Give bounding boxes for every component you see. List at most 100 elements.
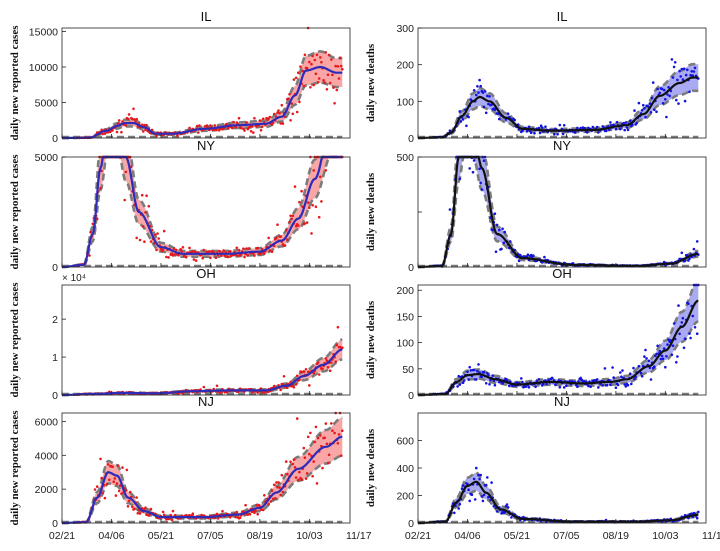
- data-point: [335, 343, 339, 347]
- data-point: [259, 508, 263, 512]
- data-point: [214, 256, 218, 260]
- y-axis-label: daily new reported cases: [9, 25, 21, 141]
- data-point: [289, 380, 292, 384]
- data-point: [330, 58, 333, 61]
- data-point: [526, 253, 530, 256]
- data-point: [513, 118, 516, 122]
- data-point: [539, 124, 543, 127]
- data-point: [335, 88, 339, 92]
- data-point: [475, 93, 478, 97]
- data-point: [286, 386, 289, 390]
- y-tick-label: 10000: [29, 62, 58, 74]
- data-point: [597, 131, 600, 134]
- data-point: [580, 378, 584, 382]
- data-point: [124, 170, 128, 174]
- x-tick-label: 10/03: [296, 530, 322, 542]
- data-point: [597, 386, 600, 389]
- data-point: [306, 201, 310, 204]
- data-point: [553, 132, 556, 136]
- data-point: [294, 476, 298, 479]
- data-point: [653, 365, 656, 369]
- data-point: [683, 337, 687, 341]
- data-point: [654, 354, 657, 358]
- data-point: [293, 466, 297, 469]
- data-point: [690, 70, 693, 73]
- data-point: [595, 125, 599, 129]
- data-point: [688, 257, 691, 261]
- data-point: [93, 488, 97, 491]
- data-point: [123, 198, 126, 202]
- data-point: [282, 375, 286, 378]
- data-point: [682, 67, 686, 71]
- data-point: [467, 115, 470, 119]
- data-point: [326, 366, 330, 369]
- data-point: [253, 254, 256, 257]
- data-point: [477, 91, 480, 94]
- data-point: [135, 236, 138, 240]
- data-point: [145, 194, 148, 197]
- data-point: [476, 85, 479, 88]
- data-point: [279, 122, 283, 125]
- data-point: [533, 132, 536, 135]
- data-point: [601, 384, 604, 387]
- y-tick-label: 100: [396, 338, 414, 350]
- data-point: [467, 378, 470, 381]
- data-point: [288, 220, 291, 224]
- y-tick-label: 0: [52, 390, 58, 402]
- data-point: [89, 231, 92, 234]
- data-point: [317, 373, 321, 376]
- data-point: [692, 247, 696, 251]
- data-point: [246, 513, 250, 516]
- data-point: [95, 485, 99, 488]
- data-point: [488, 383, 491, 386]
- lower-bound-line: [62, 454, 343, 525]
- data-point: [462, 379, 466, 382]
- data-point: [491, 374, 495, 377]
- data-point: [645, 357, 648, 360]
- y-tick-label: 4000: [35, 450, 59, 462]
- data-point: [247, 247, 251, 250]
- data-point: [319, 56, 322, 59]
- data-point: [305, 472, 309, 475]
- data-point: [142, 130, 145, 133]
- data-point: [556, 132, 559, 136]
- data-point: [692, 70, 696, 73]
- data-point: [515, 381, 519, 384]
- data-point: [481, 91, 485, 94]
- data-point: [143, 240, 146, 243]
- data-point: [644, 348, 647, 352]
- data-point: [338, 56, 342, 59]
- data-point: [493, 383, 497, 387]
- y-tick-label: 0: [52, 133, 58, 145]
- data-point: [470, 493, 474, 497]
- data-point: [234, 125, 237, 129]
- data-point: [683, 259, 687, 263]
- data-point: [219, 250, 222, 253]
- data-point: [109, 130, 112, 134]
- data-point: [106, 463, 110, 466]
- data-point: [314, 72, 318, 76]
- data-point: [665, 355, 668, 358]
- data-point: [576, 385, 579, 389]
- data-point: [116, 464, 120, 467]
- data-point: [248, 512, 252, 516]
- data-point: [537, 378, 541, 381]
- data-point: [639, 371, 643, 375]
- data-point: [603, 367, 607, 370]
- data-point: [666, 93, 669, 96]
- data-point: [521, 129, 524, 132]
- data-point: [276, 111, 279, 114]
- data-point: [237, 249, 241, 252]
- data-point: [612, 376, 615, 379]
- data-point: [179, 248, 182, 251]
- data-point: [221, 509, 224, 513]
- data-point: [303, 222, 307, 225]
- y-tick-label: 100: [396, 96, 414, 108]
- data-point: [529, 253, 533, 257]
- data-point: [232, 120, 235, 124]
- data-point: [231, 126, 234, 130]
- data-point: [286, 238, 289, 241]
- data-point: [482, 105, 486, 109]
- data-point: [688, 332, 691, 335]
- exponent-label: × 10⁴: [62, 273, 86, 284]
